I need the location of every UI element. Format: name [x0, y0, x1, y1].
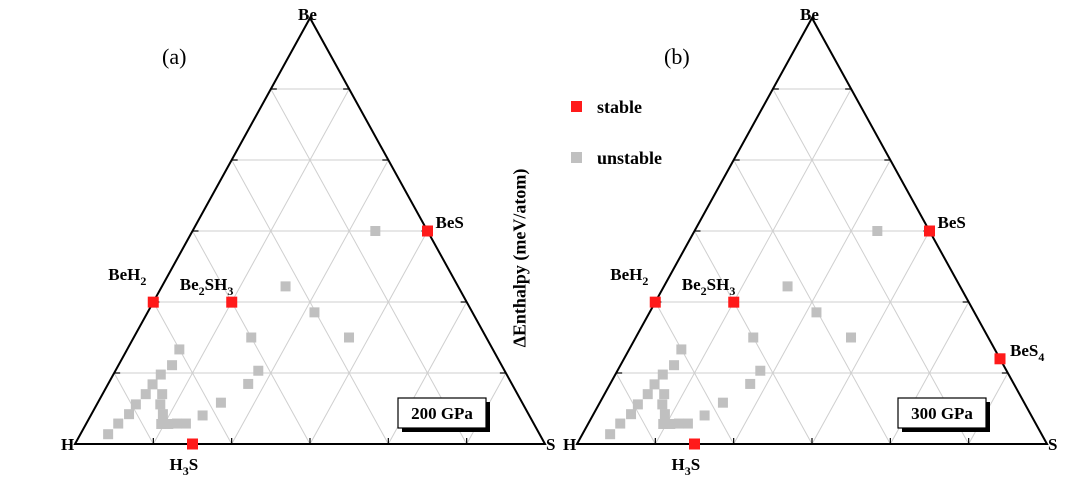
panel-a-unstable-point: [370, 226, 381, 236]
panel-b-unstable-point: [676, 344, 687, 355]
panel-b-unstable-point: [669, 360, 680, 371]
panel-a-unstable-point: [103, 429, 114, 440]
panel-b-vertex-h: H: [563, 435, 576, 454]
legend-label-unstable: unstable: [597, 148, 662, 168]
panel-a-unstable-point: [157, 389, 168, 400]
panel-a-unstable-point: [197, 410, 208, 421]
panel-b-unstable-point: [755, 365, 766, 376]
panel-b-label-be2sh3: Be2SH3: [682, 275, 736, 298]
panel-b-stable-point: [728, 296, 740, 308]
panel-b-stable-point: [649, 296, 661, 308]
panel-b-stable-point: [994, 353, 1006, 365]
panel-a-unstable-point: [174, 344, 185, 355]
panel-a-unstable-point: [280, 281, 291, 292]
panel-a-label-beh2: BeH2: [108, 265, 146, 288]
panel-b-pressure-label: 300 GPa: [911, 404, 973, 423]
panel-a-grid-s: [309, 230, 428, 445]
panel-a-vertex-s: S: [546, 435, 555, 454]
legend-marker-unstable: [571, 152, 582, 163]
panel-a-title: (a): [162, 44, 186, 69]
panel-b-unstable-point: [657, 369, 668, 380]
panel-a-unstable-point: [155, 369, 166, 380]
panel-a-grid-h: [270, 88, 468, 445]
panel-a-unstable-point: [156, 418, 167, 429]
panel-b-unstable-point: [615, 418, 626, 429]
panel-b-unstable-point: [649, 379, 660, 390]
panel-a-pressure-label: 200 GPa: [411, 404, 473, 423]
panel-b-unstable-point: [659, 409, 670, 420]
panel-a-unstable-point: [171, 418, 182, 429]
panel-b-unstable-point: [657, 399, 668, 410]
panel-a-unstable-point: [246, 332, 257, 343]
panel-b-label-beh2: BeH2: [610, 265, 648, 288]
panel-b-vertex-be: Be: [800, 5, 819, 24]
panel-a-stable-point: [226, 296, 238, 308]
panel-a-unstable-point: [344, 332, 355, 343]
panel-b-unstable-point: [872, 226, 883, 236]
panel-a-vertex-be: Be: [298, 5, 317, 24]
panel-b-unstable-point: [699, 410, 710, 421]
panel-b-unstable-point: [659, 389, 670, 400]
panel-b-unstable-point: [782, 281, 793, 292]
panel-b-unstable-point: [658, 418, 669, 429]
panel-b-unstable-point: [745, 378, 756, 389]
panel-a-unstable-point: [140, 389, 151, 400]
panel-a-unstable-point: [163, 418, 174, 429]
panel-a-unstable-point: [180, 418, 191, 429]
panel-a-grid-s: [152, 88, 350, 445]
panel-b-grid-h: [772, 88, 970, 445]
panel-a-unstable-point: [167, 360, 178, 371]
panel-b-stable-point: [689, 438, 700, 450]
panel-b-unstable-point: [642, 389, 653, 400]
panel-b-unstable-point: [673, 418, 684, 429]
panel-b-title: (b): [664, 44, 690, 69]
panel-b-label-bes: BeS: [938, 213, 966, 232]
panel-b-unstable-point: [682, 418, 693, 429]
panel-b-pressure-box: [897, 397, 987, 429]
panel-b-grid-h: [733, 159, 891, 445]
panel-b-unstable-point: [665, 418, 676, 429]
panel-b-label-h3s: H3S: [672, 455, 701, 478]
panel-a-unstable-point: [155, 399, 166, 410]
panel-b-grid-h: [654, 301, 735, 445]
legend-label-stable: stable: [597, 97, 642, 117]
panel-a-stable-point: [147, 296, 159, 308]
legend-marker-stable: [571, 101, 582, 112]
enthalpy-axis-label: ΔEnthalpy (meV/atom): [509, 168, 530, 348]
panel-a-grid-h: [152, 301, 233, 445]
panel-b-unstable-point: [811, 307, 822, 318]
panel-b-grid-s: [654, 88, 852, 445]
panel-b-stable-point: [924, 225, 935, 237]
panel-a-grid-h: [231, 159, 389, 445]
panel-b-unstable-point: [626, 409, 637, 420]
panel-b-unstable-point: [846, 332, 857, 343]
panel-a-unstable-point: [113, 418, 124, 429]
panel-b-vertex-s: S: [1048, 435, 1057, 454]
panel-a-label-bes: BeS: [436, 213, 464, 232]
panel-a-label-h3s: H3S: [170, 455, 199, 478]
panel-a-unstable-point: [243, 378, 254, 389]
panel-a-stable-point: [422, 225, 433, 237]
panel-b-unstable-point: [605, 429, 616, 440]
panel-b-grid-s: [811, 230, 930, 445]
panel-a-unstable-point: [215, 397, 226, 408]
panel-b-label-bes4: BeS4: [1010, 341, 1044, 364]
panel-a-unstable-point: [147, 379, 158, 390]
panel-b-unstable-point: [717, 397, 728, 408]
panel-b-unstable-point: [748, 332, 759, 343]
panel-a-unstable-point: [157, 409, 168, 420]
panel-a-pressure-box: [397, 397, 487, 429]
panel-a-unstable-point: [130, 399, 141, 410]
panel-a-unstable-point: [124, 409, 135, 420]
panel-a-stable-point: [187, 438, 198, 450]
panel-a-vertex-h: H: [61, 435, 74, 454]
panel-a-unstable-point: [253, 365, 264, 376]
panel-b-unstable-point: [632, 399, 643, 410]
panel-a-unstable-point: [309, 307, 320, 318]
panel-a-label-be2sh3: Be2SH3: [180, 275, 234, 298]
